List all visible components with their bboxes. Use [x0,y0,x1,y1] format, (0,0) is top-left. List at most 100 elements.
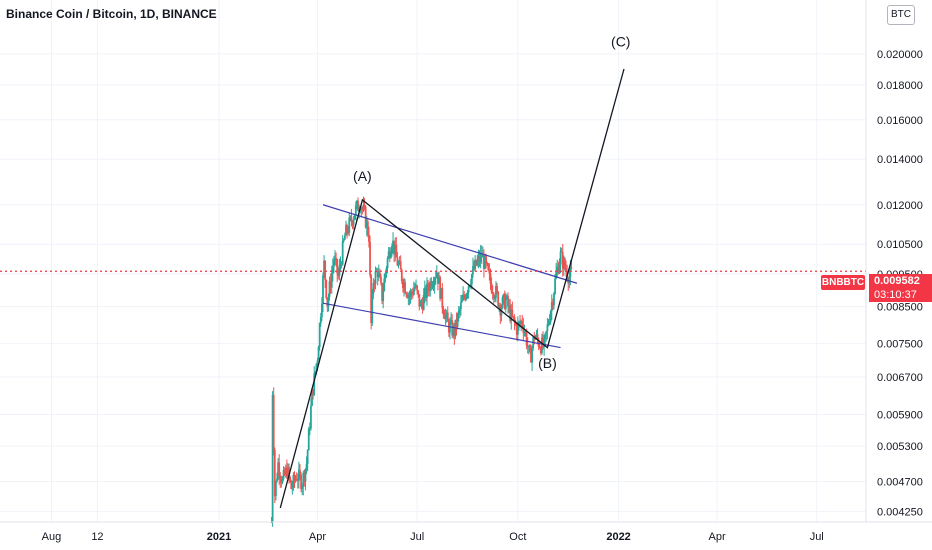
candle-body [488,270,491,274]
candle-body [450,320,452,323]
candle-body [392,240,394,247]
y-tick-label: 0.005900 [877,409,923,421]
candle-body [417,290,420,295]
candle-body [312,389,315,395]
candle-body [465,294,468,300]
candle-body [359,210,362,212]
candle-body [303,472,306,482]
candle-body [545,331,548,334]
candle-body [300,474,302,489]
candle-body [394,244,397,255]
candle-body [382,291,385,301]
candle-body [496,286,498,292]
candle-body [489,273,492,284]
x-tick-label: 2022 [606,531,630,543]
candle-body [410,291,413,294]
candle-body [405,292,408,295]
candle-body [558,264,561,274]
candle-body [509,305,512,321]
candle-body [523,331,526,333]
candle-body [403,282,405,289]
candle-body [484,256,486,269]
candle-body [513,317,516,323]
candle-body [326,297,329,307]
candle-body [293,475,296,481]
x-tick-label: Jul [810,531,824,543]
candle-body [479,253,482,262]
currency-badge[interactable]: BTC [887,5,915,25]
candle-body [352,219,355,225]
candle-body [292,475,295,488]
candle-body [485,256,487,263]
candle-body [431,285,434,288]
candle-body [316,360,319,364]
candle-body [470,274,473,285]
candle-body [424,287,427,298]
y-tick-label: 0.010500 [877,239,923,251]
candle-body [538,346,541,348]
candle-body [535,334,538,338]
candle-body [536,334,539,340]
candle-body [373,282,376,285]
x-tick-label: Aug [42,531,62,543]
candle-body [493,297,496,299]
candle-body [480,253,483,258]
candle-body [478,255,481,262]
candle-body [319,317,322,324]
candle-body [486,262,489,265]
candle-body [473,266,475,270]
candle-body [343,235,346,240]
candle-body [512,316,515,318]
candle-body [556,266,559,272]
candle-body [400,269,403,282]
candle-body [335,258,338,260]
candle-body [516,323,519,335]
candle-body [338,265,341,276]
candle-body [419,302,422,307]
wave-annotation[interactable]: (A) (B) (C) [279,34,630,509]
trendline [322,302,561,349]
candle-body [546,324,549,332]
candle-body [279,476,282,480]
candle-body [492,293,495,299]
candle-body [320,303,323,318]
candle-body [467,286,470,293]
candle-body [420,302,423,304]
candle-body [409,291,412,298]
candle-body [421,303,424,310]
candle-body [432,285,435,287]
candle-body [357,200,359,211]
x-tick-label: Jul [410,531,424,543]
candle-body [531,348,533,363]
candle-body [299,469,301,475]
candle-body [379,272,381,278]
candle-body [554,278,556,294]
trendlines[interactable] [322,204,578,349]
candle-body [544,333,547,340]
candle-body [284,467,287,475]
bar-countdown: 03:10:37 [874,289,917,301]
candle-body [506,295,508,299]
candle-body [356,200,358,206]
candle-body [521,321,524,325]
candle-body [453,325,456,337]
time-axis[interactable]: Aug 12 2021 Apr Jul Oct 2022 Apr Jul [42,531,824,543]
candle-body [452,325,455,336]
candle-body [384,273,387,279]
candle-body [562,258,565,269]
candle-body [422,294,425,310]
candle-body [524,331,527,333]
candle-body [555,271,558,279]
wave-label: (C) [611,34,630,50]
candle-body [543,339,546,348]
candle-body [288,467,290,477]
candle-body [414,286,416,290]
price-axis[interactable]: 0.020000 0.018000 0.016000 0.014000 0.012000… [877,49,923,519]
candle-body [370,275,373,324]
candle-body [381,283,383,301]
candle-body [395,244,398,258]
candle-body [285,467,288,477]
candle-body [559,251,562,265]
last-price-value: 0.009582 [874,275,920,287]
